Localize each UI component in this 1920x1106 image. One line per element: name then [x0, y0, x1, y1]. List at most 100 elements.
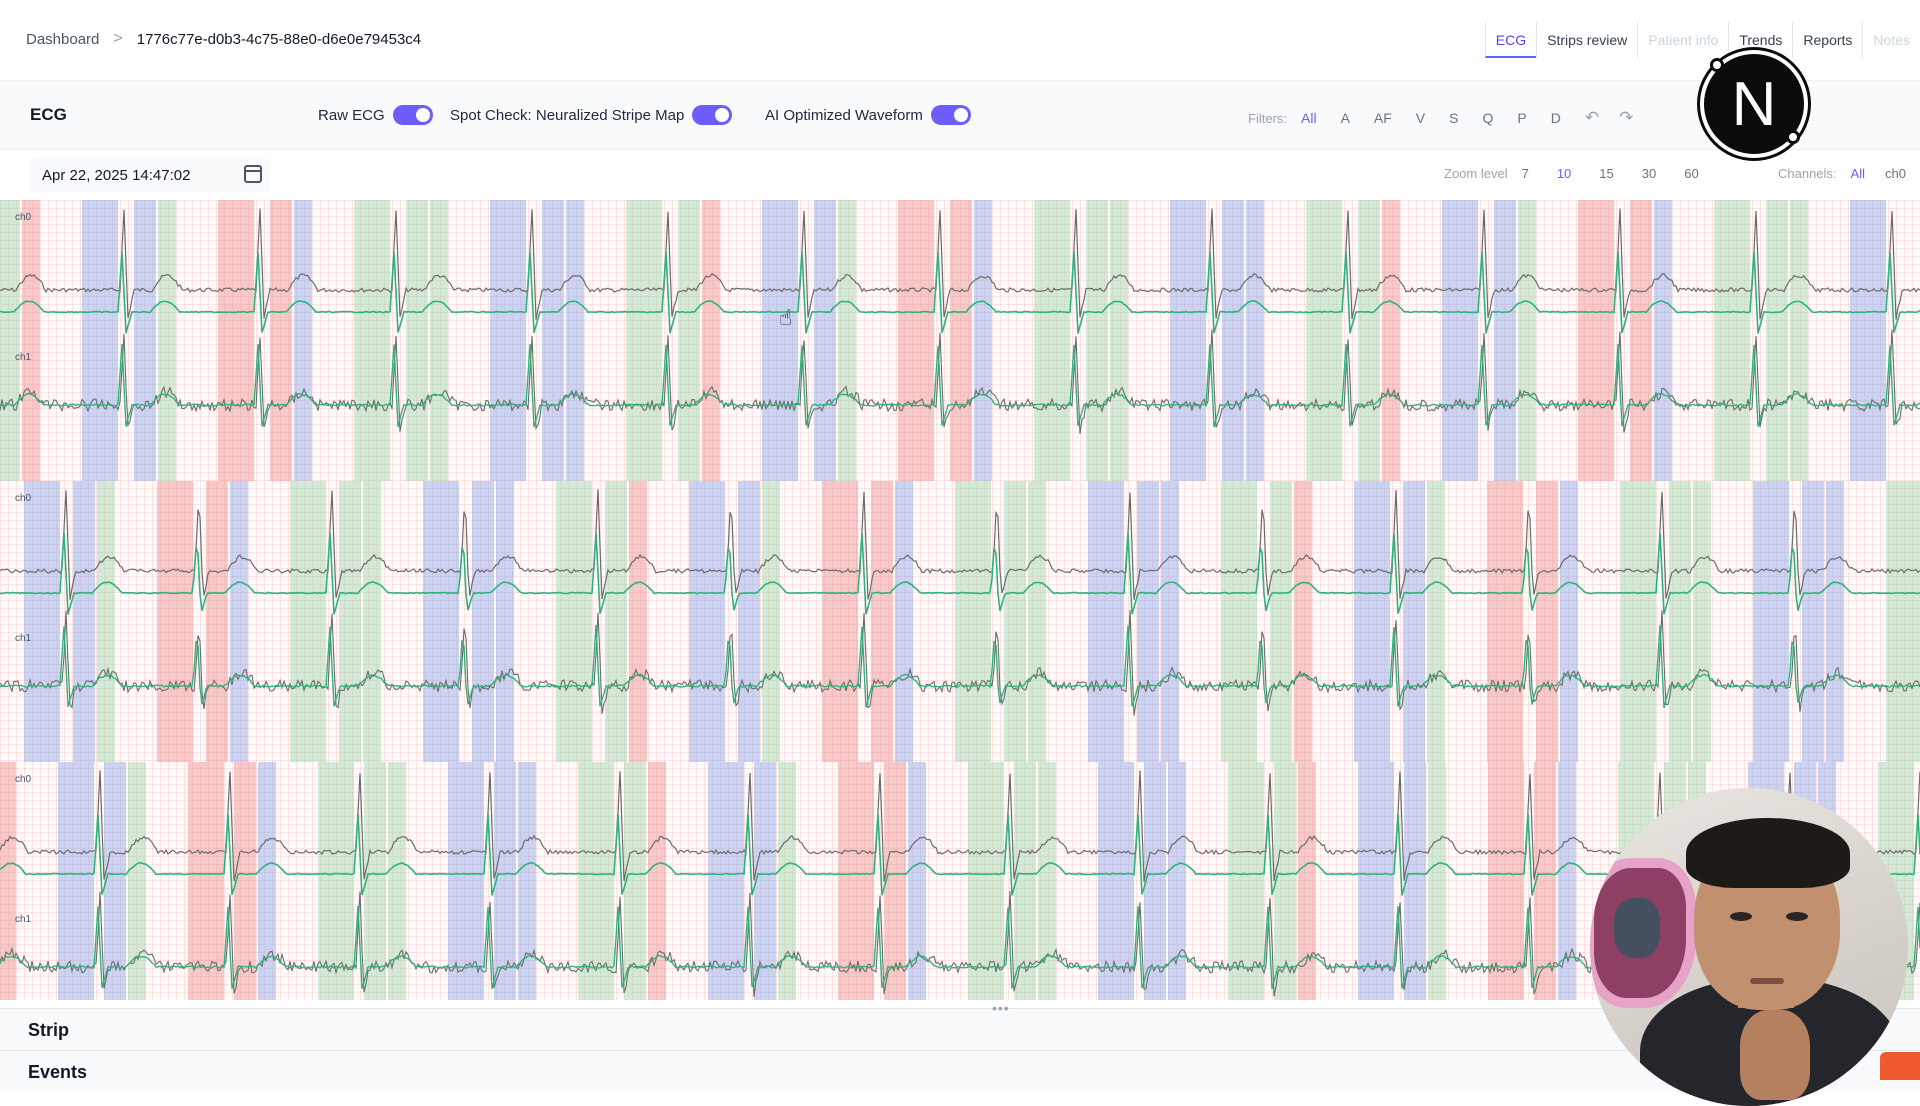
beat-band: [578, 762, 614, 1000]
filter-q[interactable]: Q: [1482, 110, 1494, 126]
beat-band: [814, 200, 836, 481]
beat-band: [430, 200, 448, 481]
beat-band: [230, 481, 248, 762]
filters-label: Filters:: [1248, 110, 1287, 126]
strip-section-title: Strip: [28, 1020, 70, 1040]
beat-band: [22, 200, 40, 481]
tab-trends[interactable]: Trends: [1728, 22, 1792, 58]
beat-bands: [0, 481, 1920, 762]
ecg-waveform-line: [0, 251, 1920, 334]
breadcrumb-record-id: 1776c77e-d0b3-4c75-88e0-d6e0e79453c4: [136, 30, 422, 48]
beat-band: [0, 762, 16, 1000]
beat-band: [518, 762, 536, 1000]
filters-group: Filters: All A AF V S Q P D ↶ ↷: [1248, 108, 1653, 128]
beat-band: [908, 762, 926, 1000]
tab-notes[interactable]: Notes: [1862, 22, 1920, 58]
beat-band: [1790, 200, 1808, 481]
zoom-option-7[interactable]: 7: [1521, 166, 1529, 181]
ecg-waveform-line: [0, 329, 1920, 434]
raw-ecg-toggle[interactable]: [392, 105, 433, 125]
events-section-title: Events: [28, 1062, 88, 1082]
beat-band: [1110, 200, 1128, 481]
resize-handle[interactable]: •••: [992, 1000, 1010, 1016]
beat-band: [689, 481, 725, 762]
beat-band: [822, 481, 858, 762]
filter-all[interactable]: All: [1301, 110, 1317, 126]
undo-icon[interactable]: ↶: [1584, 108, 1600, 127]
filter-a[interactable]: A: [1340, 110, 1350, 126]
beat-band: [754, 762, 776, 1000]
ecg-trace: [0, 489, 1920, 716]
filter-af[interactable]: AF: [1373, 110, 1392, 126]
filter-v[interactable]: V: [1415, 110, 1426, 126]
presenter-eye: [1786, 912, 1808, 921]
beat-band: [1630, 200, 1652, 481]
raw-ecg-toggle-group: Raw ECG: [318, 105, 433, 125]
beat-band: [1161, 481, 1179, 762]
beat-band: [1536, 481, 1558, 762]
beat-band: [494, 762, 516, 1000]
tab-patient-info[interactable]: Patient info: [1637, 22, 1728, 58]
date-picker[interactable]: Apr 22, 2025 14:47:02: [30, 158, 270, 192]
beat-band: [1170, 200, 1206, 481]
presenter-eye: [1730, 912, 1752, 921]
ecg-strip-2[interactable]: ch0 ch1: [0, 481, 1920, 762]
ecg-waveform-line: [0, 208, 1920, 320]
beat-band: [629, 481, 647, 762]
logo-dot-icon: [1786, 130, 1800, 144]
beat-band: [1098, 762, 1134, 1000]
channels-label: Channels:: [1778, 166, 1837, 181]
beat-band: [1137, 481, 1159, 762]
beat-band: [1693, 481, 1711, 762]
beat-band: [738, 481, 760, 762]
beat-band: [318, 762, 354, 1000]
ecg-strip-1[interactable]: ch0 ch1: [0, 200, 1920, 481]
beat-band: [955, 481, 991, 762]
beat-band: [472, 481, 494, 762]
beat-band: [1274, 762, 1296, 1000]
beat-band: [158, 200, 176, 481]
channel-logo: N: [1700, 50, 1808, 158]
ai-waveform-toggle[interactable]: [930, 105, 971, 125]
calendar-icon[interactable]: [244, 165, 262, 183]
tab-strips-review[interactable]: Strips review: [1536, 22, 1637, 58]
beat-band: [157, 481, 193, 762]
spot-check-toggle[interactable]: [692, 105, 733, 125]
breadcrumb-dashboard-link[interactable]: Dashboard: [26, 30, 100, 48]
date-value: Apr 22, 2025 14:47:02: [42, 167, 191, 184]
filter-s[interactable]: S: [1449, 110, 1459, 126]
zoom-option-15[interactable]: 15: [1599, 166, 1614, 181]
channels-group: Channels: All ch0: [1778, 166, 1920, 181]
beat-band: [339, 481, 361, 762]
beat-band: [974, 200, 992, 481]
beat-band: [206, 481, 228, 762]
beat-band: [1654, 200, 1672, 481]
zoom-option-30[interactable]: 30: [1641, 166, 1657, 181]
beat-band: [1222, 200, 1244, 481]
beat-band: [270, 200, 292, 481]
beat-band: [1442, 200, 1478, 481]
ecg-waveform-line: [0, 532, 1920, 615]
beat-band: [97, 481, 115, 762]
channel-option-ch0[interactable]: ch0: [1885, 166, 1906, 181]
beat-band: [0, 200, 20, 481]
beat-band: [626, 200, 662, 481]
breadcrumb-separator-icon: >: [113, 30, 123, 47]
filter-p[interactable]: P: [1517, 110, 1527, 126]
beat-band: [423, 481, 459, 762]
beat-band: [1403, 481, 1425, 762]
beat-band: [1534, 762, 1556, 1000]
tab-reports[interactable]: Reports: [1792, 22, 1862, 58]
beat-band: [678, 200, 700, 481]
beat-band: [884, 762, 906, 1000]
beat-band: [388, 762, 406, 1000]
redo-icon[interactable]: ↷: [1619, 108, 1634, 127]
zoom-option-60[interactable]: 60: [1684, 166, 1699, 181]
tab-ecg[interactable]: ECG: [1484, 22, 1537, 58]
channel-option-all[interactable]: All: [1850, 166, 1865, 181]
spot-check-label: Spot Check: Neuralized Stripe Map: [450, 106, 685, 124]
beat-band: [188, 762, 224, 1000]
beat-band: [898, 200, 934, 481]
filter-d[interactable]: D: [1550, 110, 1561, 126]
zoom-option-10[interactable]: 10: [1556, 166, 1572, 181]
